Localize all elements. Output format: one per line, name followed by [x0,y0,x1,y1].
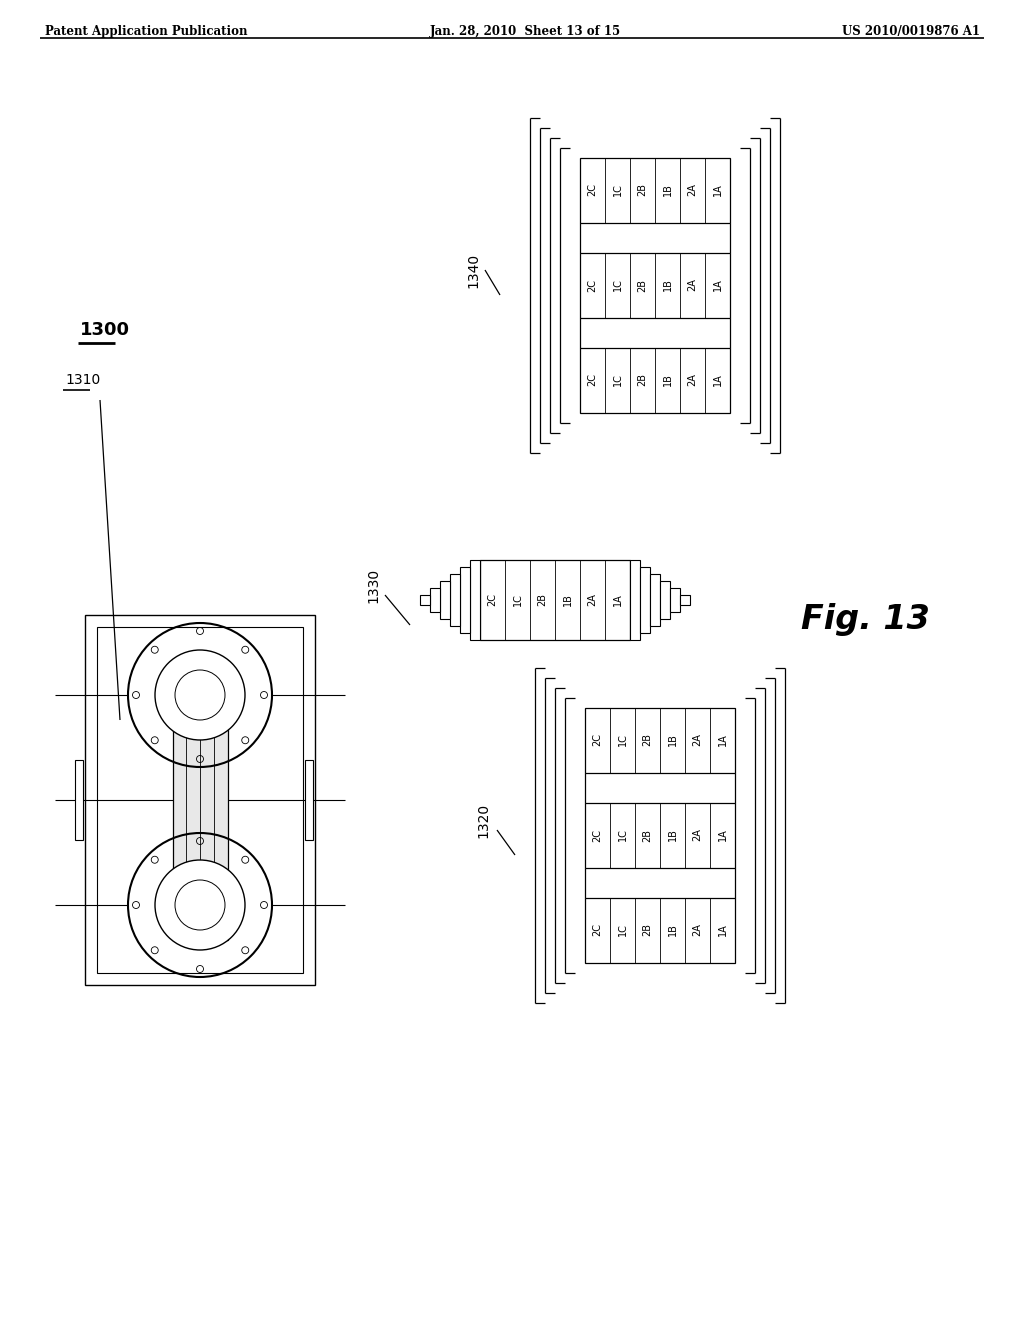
Text: 1320: 1320 [476,803,490,838]
Text: 2C: 2C [593,829,602,842]
Bar [75,760,83,840]
Text: 2A: 2A [687,183,697,197]
Text: Jan. 28, 2010  Sheet 13 of 15: Jan. 28, 2010 Sheet 13 of 15 [430,25,622,38]
Text: 1C: 1C [612,374,623,387]
Text: 1A: 1A [713,183,723,197]
Bar [580,157,730,223]
Bar [585,708,735,772]
Text: 2B: 2B [642,734,652,747]
Bar [585,803,735,867]
Text: Fig. 13: Fig. 13 [801,603,930,636]
Text: 1B: 1B [663,183,673,197]
Text: 1C: 1C [617,829,628,841]
Bar [580,252,730,318]
Text: 1A: 1A [718,924,727,936]
Text: 2A: 2A [692,924,702,936]
Bar [430,587,440,612]
Text: 2A: 2A [692,829,702,841]
Text: 2B: 2B [638,374,647,387]
Text: Patent Application Publication: Patent Application Publication [45,25,248,38]
Text: 1A: 1A [713,279,723,292]
Text: 1B: 1B [562,594,572,606]
Text: 2C: 2C [593,734,602,747]
Text: 1C: 1C [617,734,628,746]
Text: 2A: 2A [687,279,697,292]
Text: 2B: 2B [638,279,647,292]
Bar [440,581,450,619]
Text: 2C: 2C [487,594,498,606]
Bar [660,581,670,619]
Text: 1B: 1B [668,734,678,746]
Text: 1C: 1C [612,183,623,197]
Bar [172,660,227,940]
Bar [480,560,630,640]
Bar [680,595,690,605]
Bar [650,574,660,626]
Text: 1A: 1A [612,594,623,606]
Text: 2C: 2C [588,279,597,292]
Text: 1B: 1B [663,374,673,387]
Text: 2A: 2A [692,734,702,746]
Text: 1B: 1B [668,924,678,936]
Bar [305,760,313,840]
Text: 2A: 2A [687,374,697,387]
Text: 1C: 1C [617,924,628,936]
Text: 2B: 2B [538,594,548,606]
Text: 1C: 1C [612,279,623,292]
Ellipse shape [155,861,245,950]
Text: 1310: 1310 [65,374,100,387]
Text: US 2010/0019876 A1: US 2010/0019876 A1 [842,25,980,38]
Text: 1C: 1C [512,594,522,606]
Bar [470,560,480,640]
Bar [450,574,460,626]
Text: 1300: 1300 [80,321,130,339]
Bar [460,568,470,634]
Text: 2C: 2C [588,374,597,387]
Bar [585,898,735,962]
Text: 2B: 2B [638,183,647,197]
Bar [97,627,303,973]
Bar [420,595,430,605]
Bar [640,568,650,634]
Text: 1B: 1B [668,829,678,841]
Text: 2C: 2C [593,924,602,936]
Bar [580,347,730,412]
Ellipse shape [155,649,245,741]
Text: 1340: 1340 [466,252,480,288]
Text: 2B: 2B [642,924,652,936]
Text: 2B: 2B [642,829,652,842]
Bar [670,587,680,612]
Text: 1A: 1A [718,734,727,746]
Text: 2C: 2C [588,183,597,197]
Text: 1A: 1A [713,374,723,387]
Bar [630,560,640,640]
Text: 1B: 1B [663,279,673,292]
Text: 2A: 2A [588,594,597,606]
Bar [85,615,315,985]
Text: 1A: 1A [718,829,727,841]
Text: 1330: 1330 [366,568,380,602]
